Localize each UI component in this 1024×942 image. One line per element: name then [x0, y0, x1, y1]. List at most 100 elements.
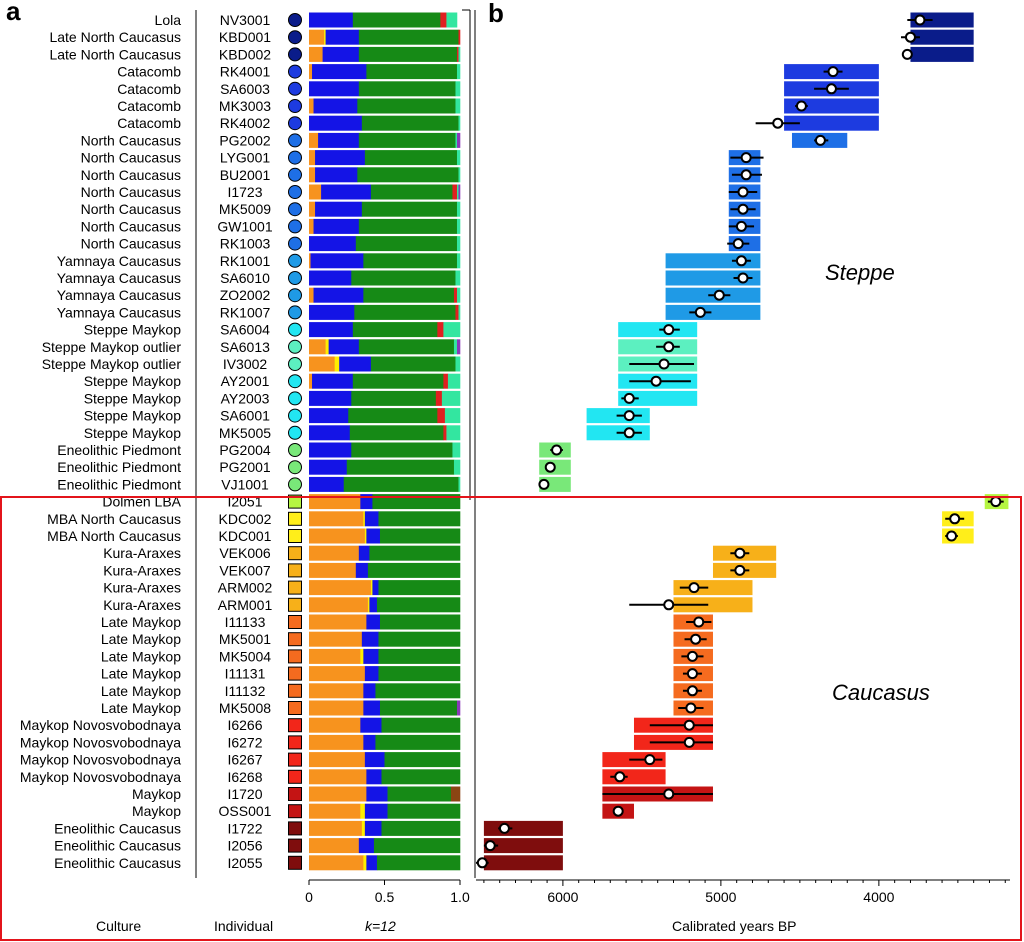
admixture-segment-blue	[364, 511, 379, 527]
individual-label: SA6010	[220, 270, 270, 286]
admixture-segment-teal	[458, 46, 461, 62]
admixture-segment-purple	[456, 132, 461, 148]
sample-row: Steppe Maykop outlier SA6013	[42, 339, 698, 355]
culture-marker-square	[288, 649, 302, 664]
culture-marker-circle	[288, 443, 302, 457]
culture-label: Steppe Maykop	[84, 322, 181, 338]
culture-marker-circle	[288, 305, 302, 320]
culture-label: Late Maykop	[101, 631, 181, 647]
admixture-segment-orange	[309, 184, 322, 200]
individual-label: VJ1001	[221, 476, 269, 492]
culture-marker-circle	[288, 322, 302, 337]
admixture-segment-orange	[309, 46, 323, 62]
admixture-segment-teal	[456, 184, 459, 200]
individual-label: ARM002	[218, 580, 273, 596]
admixture-segment-green	[363, 287, 455, 303]
individual-label: I6272	[227, 734, 262, 750]
date-point	[663, 788, 675, 800]
date-range-bar	[665, 270, 761, 286]
sample-row: Late North Caucasus KBD001	[49, 29, 974, 45]
sample-row: Steppe Maykop SA6004	[84, 322, 698, 338]
sample-row: Catacomb SA6003	[117, 81, 879, 97]
admixture-segment-orange	[309, 786, 367, 802]
date-range-bar	[483, 855, 563, 871]
date-point	[663, 324, 675, 336]
culture-label: Late Maykop	[101, 666, 181, 682]
individual-label: RK1007	[220, 304, 271, 320]
date-point	[476, 857, 488, 869]
culture-label: North Caucasus	[81, 218, 181, 234]
admixture-segment-purple	[456, 339, 461, 355]
date-range-bar	[910, 12, 974, 28]
culture-marker-circle	[288, 391, 302, 406]
sample-row: Maykop OSS001	[132, 803, 634, 819]
individual-label: VEK006	[219, 545, 271, 561]
culture-marker-circle	[288, 477, 302, 492]
culture-label: Kura-Araxes	[103, 545, 181, 561]
culture-label: Kura-Araxes	[103, 597, 181, 613]
admixture-segment-orange	[309, 218, 314, 234]
sample-row: Lola NV3001	[155, 12, 974, 28]
sample-row: North Caucasus LYG001	[81, 150, 764, 166]
admixture-segment-red	[456, 46, 459, 62]
admixture-segment-green	[378, 511, 461, 527]
culture-marker-circle	[288, 30, 302, 45]
culture-label: Eneolithic Piedmont	[57, 476, 181, 492]
admixture-segment-green	[361, 115, 459, 131]
admixture-segment-orange	[309, 614, 367, 630]
admixture-segment-blue	[358, 838, 375, 854]
admixture-segment-orange	[309, 631, 363, 647]
date-point	[737, 203, 749, 215]
admixture-segment-green	[379, 528, 461, 544]
admixture-segment-blue	[313, 287, 364, 303]
admixture-segment-yellow	[363, 511, 366, 527]
admixture-segment-green	[373, 838, 461, 854]
sample-row: Eneolithic Caucasus I2056	[54, 838, 563, 854]
sample-row: Maykop I1720	[132, 786, 713, 802]
culture-marker-circle	[288, 339, 302, 354]
caucasus-highlight-frame	[0, 496, 1022, 941]
culture-marker-circle	[288, 425, 302, 440]
date-point	[735, 255, 747, 267]
date-point	[663, 341, 675, 353]
individual-label: I2056	[227, 838, 262, 854]
admixture-segment-blue	[360, 717, 382, 733]
admixture-segment-red	[437, 322, 444, 338]
admixture-segment-green	[378, 648, 461, 664]
admixture-segment-red	[440, 12, 447, 28]
admixture-segment-red	[452, 184, 458, 200]
culture-label: Steppe Maykop	[84, 425, 181, 441]
footer-k-label: k=12	[365, 918, 396, 934]
admixture-segment-yellow	[363, 855, 367, 871]
sample-row: Yamnaya Caucasus SA6010	[57, 270, 761, 286]
culture-label: Eneolithic Caucasus	[54, 838, 181, 854]
admixture-segment-teal	[455, 81, 461, 97]
sample-row: Maykop Novosvobodnaya I6266	[20, 717, 713, 733]
sample-row: North Caucasus PG2002	[81, 132, 848, 148]
culture-label: MBA North Caucasus	[47, 528, 181, 544]
sample-row: Kura-Araxes VEK006	[103, 545, 777, 561]
admixture-segment-blue	[366, 528, 381, 544]
culture-label: Late Maykop	[101, 614, 181, 630]
admixture-segment-green	[375, 734, 461, 750]
culture-label: Maykop Novosvobodnaya	[20, 752, 181, 768]
culture-marker-square	[288, 821, 302, 836]
culture-marker-circle	[288, 150, 302, 165]
sample-row: Catacomb RK4002	[117, 115, 879, 131]
individual-label: MK5008	[219, 700, 271, 716]
admixture-segment-yellow	[324, 29, 326, 45]
individual-label: I1723	[227, 184, 262, 200]
footer-years-label: Calibrated years BP	[672, 918, 797, 934]
panel-b-label: b	[488, 0, 504, 28]
admixture-segment-green	[358, 81, 456, 97]
individual-label: NV3001	[220, 12, 271, 28]
culture-label: Eneolithic Caucasus	[54, 855, 181, 871]
admixture-segment-red	[437, 408, 446, 424]
admixture-segment-green	[343, 476, 459, 492]
date-point	[644, 754, 656, 766]
admixture-segment-orange	[309, 511, 364, 527]
date-point	[946, 530, 958, 542]
culture-marker-square	[288, 804, 302, 819]
admixture-segment-blue	[339, 356, 372, 372]
admixture-segment-red	[435, 390, 443, 406]
